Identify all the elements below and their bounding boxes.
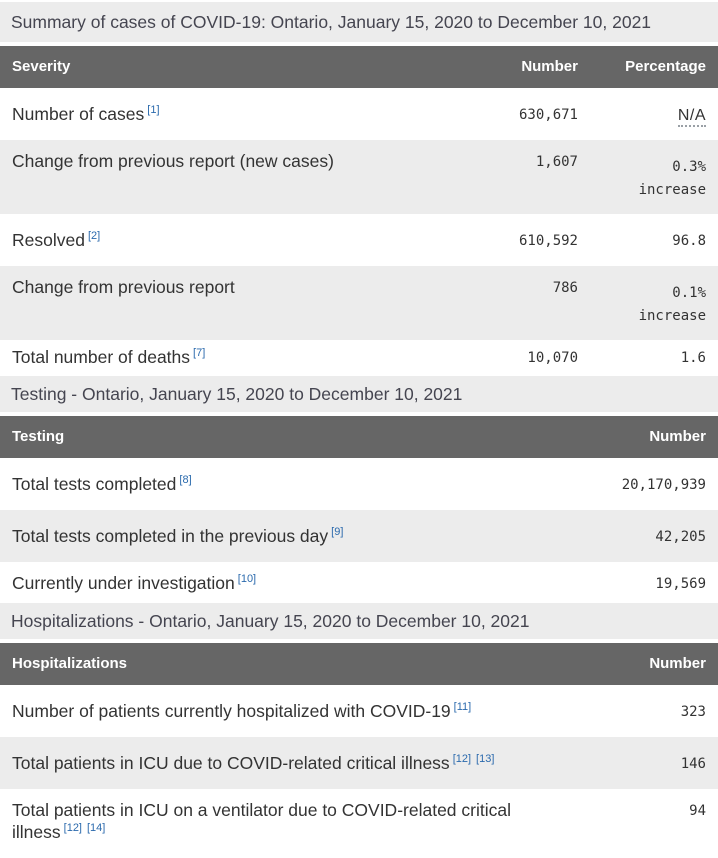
row-label-cell: Change from previous report [0, 266, 458, 340]
footnote-link-7[interactable]: [7] [193, 347, 206, 360]
number-value: 630,671 [458, 88, 590, 140]
row-label: Total patients in ICU due to COVID-relat… [12, 753, 450, 773]
column-header-number: Number [588, 643, 718, 685]
number-value: 610,592 [458, 214, 590, 266]
number-value: 323 [588, 685, 718, 737]
percentage-value: 0.1% increase [590, 266, 718, 340]
footnote-link-10[interactable]: [10] [237, 573, 257, 586]
percentage-amount: 0.1% [672, 285, 706, 301]
footnote-link-13[interactable]: [13] [476, 753, 495, 766]
table-row-icu-ventilator: Total patients in ICU on a ventilator du… [0, 789, 718, 858]
column-header-testing: Testing [0, 416, 588, 458]
row-label: Currently under investigation [12, 573, 235, 593]
table-row-change-new-cases: Change from previous report (new cases) … [0, 140, 718, 214]
table-row-tests-previous-day: Total tests completed in the previous da… [0, 510, 718, 562]
severity-table: Severity Number Percentage Number of cas… [0, 46, 718, 376]
row-label: Resolved [12, 230, 85, 250]
row-label: Change from previous report [12, 277, 235, 297]
percentage-value: 1.6 [590, 340, 718, 376]
table-row-number-of-cases: Number of cases [1] 630,671 N/A [0, 88, 718, 140]
footnote-link-12[interactable]: [12] [63, 822, 82, 835]
hospitalizations-table-caption: Hospitalizations - Ontario, January 15, … [0, 603, 718, 639]
table-row-total-tests: Total tests completed [8] 20,170,939 [0, 458, 718, 510]
row-label: Change from previous report (new cases) [12, 151, 334, 171]
percentage-value: 0.3% increase [590, 140, 718, 214]
row-label: Total patients in ICU on a ventilator du… [12, 800, 511, 842]
number-value: 20,170,939 [588, 458, 718, 510]
number-value: 94 [588, 789, 718, 858]
hospitalizations-header-row: Hospitalizations Number [0, 643, 718, 685]
testing-table: Testing Number Total tests completed [8] … [0, 416, 718, 603]
testing-table-caption: Testing - Ontario, January 15, 2020 to D… [0, 376, 718, 412]
severity-header-row: Severity Number Percentage [0, 46, 718, 88]
number-value: 146 [588, 737, 718, 789]
row-label: Total tests completed [12, 474, 177, 494]
number-value: 42,205 [588, 510, 718, 562]
table-row-resolved: Resolved [2] 610,592 96.8 [0, 214, 718, 266]
number-value: 1,607 [458, 140, 590, 214]
row-label-cell: Resolved [2] [0, 214, 458, 266]
footnote-link-9[interactable]: [9] [331, 526, 344, 539]
footnote-link-1[interactable]: [1] [147, 104, 160, 117]
row-label-cell: Change from previous report (new cases) [0, 140, 458, 214]
row-label: Total number of deaths [12, 347, 191, 367]
table-row-currently-hospitalized: Number of patients currently hospitalize… [0, 685, 718, 737]
row-label-cell: Total tests completed [8] [0, 458, 588, 510]
column-header-hospitalizations: Hospitalizations [0, 643, 588, 685]
row-label-cell: Currently under investigation [10] [0, 562, 588, 603]
row-label-cell: Total tests completed in the previous da… [0, 510, 588, 562]
number-value: 19,569 [588, 562, 718, 603]
column-header-number: Number [458, 46, 590, 88]
table-row-icu: Total patients in ICU due to COVID-relat… [0, 737, 718, 789]
table-row-under-investigation: Currently under investigation [10] 19,569 [0, 562, 718, 603]
column-header-percentage: Percentage [590, 46, 718, 88]
row-label-cell: Number of patients currently hospitalize… [0, 685, 588, 737]
not-applicable-abbr: N/A [677, 107, 706, 127]
footnote-link-2[interactable]: [2] [87, 230, 101, 243]
row-label: Number of patients currently hospitalize… [12, 701, 451, 721]
row-label: Total tests completed in the previous da… [12, 526, 329, 546]
footnote-link-8[interactable]: [8] [179, 474, 192, 487]
testing-header-row: Testing Number [0, 416, 718, 458]
percentage-direction: increase [638, 308, 706, 324]
footnote-link-12[interactable]: [12] [452, 753, 472, 766]
table-row-total-deaths: Total number of deaths [7] 10,070 1.6 [0, 340, 718, 376]
footnote-link-11[interactable]: [11] [453, 701, 472, 714]
number-value: 786 [458, 266, 590, 340]
percentage-direction: increase [638, 182, 706, 198]
row-label-cell: Total patients in ICU due to COVID-relat… [0, 737, 588, 789]
row-label: Number of cases [12, 104, 145, 124]
number-value: 10,070 [458, 340, 590, 376]
column-header-number: Number [588, 416, 718, 458]
percentage-amount: 0.3% [672, 159, 706, 175]
footnote-link-14[interactable]: [14] [87, 822, 106, 835]
row-label-cell: Total patients in ICU on a ventilator du… [0, 789, 588, 858]
column-header-severity: Severity [0, 46, 458, 88]
row-label-cell: Total number of deaths [7] [0, 340, 458, 376]
percentage-value: 96.8 [590, 214, 718, 266]
hospitalizations-table: Hospitalizations Number Number of patien… [0, 643, 718, 858]
severity-table-caption: Summary of cases of COVID-19: Ontario, J… [0, 2, 718, 42]
percentage-value: N/A [590, 88, 718, 140]
table-row-change-previous-report: Change from previous report 786 0.1% inc… [0, 266, 718, 340]
row-label-cell: Number of cases [1] [0, 88, 458, 140]
